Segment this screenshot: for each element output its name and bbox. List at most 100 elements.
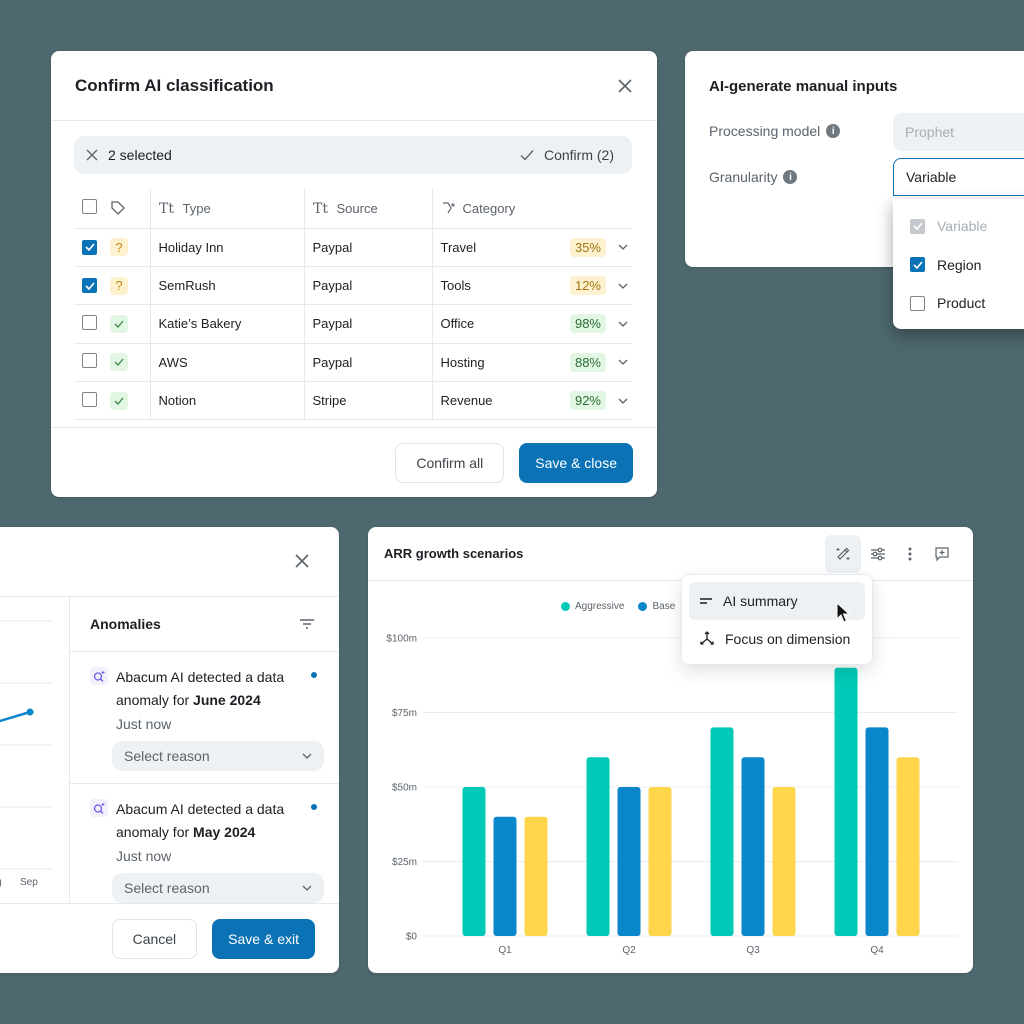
bar[interactable] (524, 816, 548, 936)
table-row[interactable]: Katie’s Bakery Paypal Office 98% (74, 304, 632, 344)
chevron-down-icon[interactable] (618, 321, 628, 327)
processing-model-label-row: Processing model i (709, 123, 841, 139)
source-cell: Stripe (304, 381, 433, 421)
menu-item-ai-summary[interactable]: AI summary (689, 582, 865, 620)
info-icon[interactable]: i (783, 170, 798, 184)
bar[interactable] (648, 787, 672, 936)
info-icon[interactable]: i (826, 124, 841, 138)
chevron-down-icon[interactable] (618, 398, 628, 404)
column-header-type[interactable]: Type (182, 200, 211, 216)
dimension-arrows-icon (699, 631, 715, 647)
bar[interactable] (741, 757, 765, 936)
selection-bar: 2 selected Confirm (2) (74, 136, 632, 174)
select-reason-dropdown[interactable]: Select reason (112, 741, 324, 771)
ai-actions-menu: AI summary Focus on dimension (681, 574, 873, 665)
option-label: Variable (937, 218, 988, 235)
anomaly-item[interactable]: Abacum AI detected a data anomaly for Ju… (70, 652, 339, 784)
dialog-title: Confirm AI classification (75, 75, 274, 95)
granularity-label: Granularity (709, 169, 778, 185)
category-cell: Office (440, 316, 475, 332)
chevron-down-icon[interactable] (618, 283, 628, 289)
anomaly-period: May 2024 (193, 824, 256, 840)
dialog-header: Confirm AI classification (51, 51, 657, 121)
confirmed-status-icon (110, 391, 128, 410)
bar[interactable] (834, 667, 858, 936)
source-cell: Paypal (304, 266, 433, 306)
select-placeholder: Select reason (124, 748, 210, 764)
anomalies-header: Anomalies (70, 597, 339, 652)
option-region[interactable]: Region (893, 246, 1024, 285)
menu-item-focus-dimension[interactable]: Focus on dimension (689, 620, 865, 658)
tag-icon (110, 200, 150, 216)
cancel-button[interactable]: Cancel (111, 918, 198, 959)
arr-chart-card: ARR growth scenarios Aggressive Base $0 $… (368, 527, 973, 973)
bar[interactable] (493, 816, 517, 936)
checkbox-disabled (910, 218, 925, 234)
sliders-icon[interactable] (863, 539, 893, 569)
dialog-footer: Cancel Save & exit (0, 903, 339, 973)
anomaly-timestamp: Just now (116, 716, 172, 732)
table-row[interactable]: Notion Stripe Revenue 92% (74, 381, 632, 421)
table-row[interactable]: AWS Paypal Hosting 88% (74, 343, 632, 383)
uncertain-status-icon: ? (110, 238, 128, 257)
row-checkbox[interactable] (82, 278, 97, 294)
row-checkbox[interactable] (82, 391, 97, 407)
bar[interactable] (772, 787, 796, 936)
bar[interactable] (586, 757, 610, 936)
option-label: Region (937, 256, 982, 273)
row-checkbox[interactable] (82, 239, 97, 255)
category-cell: Tools (440, 278, 471, 294)
check-icon (520, 149, 534, 161)
legend-item[interactable]: Aggressive (561, 601, 624, 612)
bar[interactable] (865, 727, 889, 936)
save-exit-button[interactable]: Save & exit (212, 918, 315, 959)
confirm-selected-label: Confirm (2) (543, 147, 614, 163)
add-comment-icon[interactable] (927, 539, 957, 569)
confirm-all-button[interactable]: Confirm all (395, 442, 505, 483)
confirm-selected-button[interactable]: Confirm (2) (520, 147, 614, 163)
bar[interactable] (710, 727, 734, 936)
chevron-down-icon[interactable] (618, 244, 628, 251)
save-close-button[interactable]: Save & close (519, 442, 633, 483)
bar[interactable] (462, 787, 486, 936)
filter-icon[interactable] (299, 618, 315, 630)
option-product[interactable]: Product (893, 284, 1024, 323)
checkbox-unchecked[interactable] (910, 295, 925, 311)
ai-search-icon (90, 799, 108, 817)
panel-title: AI-generate manual inputs (709, 78, 898, 95)
svg-text:$50m: $50m (392, 783, 417, 794)
granularity-label-row: Granularity i (709, 169, 798, 185)
text-type-icon: Tt (159, 201, 177, 215)
bar[interactable] (617, 787, 641, 936)
close-icon[interactable] (617, 78, 633, 94)
bar[interactable] (896, 757, 920, 936)
column-header-source[interactable]: Source (336, 200, 378, 216)
processing-model-input[interactable]: Prophet (893, 113, 1024, 151)
checkbox-checked[interactable] (910, 257, 925, 273)
row-checkbox[interactable] (82, 353, 97, 369)
chevron-down-icon[interactable] (618, 359, 628, 366)
select-reason-dropdown[interactable]: Select reason (112, 873, 324, 903)
option-label: Product (937, 295, 986, 312)
chart-legend: Aggressive Base (561, 601, 675, 612)
table-row[interactable]: ? Holiday Inn Paypal Travel 35% (74, 228, 632, 267)
ai-magic-wand-button[interactable] (825, 534, 861, 573)
select-all-checkbox[interactable] (82, 199, 97, 215)
option-variable: Variable (893, 207, 1024, 246)
summary-lines-icon (699, 597, 713, 605)
row-checkbox[interactable] (82, 314, 97, 330)
anomaly-message: Abacum AI detected a data anomaly for Ma… (116, 801, 285, 840)
svg-text:$25m: $25m (392, 857, 417, 868)
legend-item[interactable]: Base (638, 601, 675, 612)
table-row[interactable]: ? SemRush Paypal Tools 12% (74, 266, 632, 306)
menu-item-label: AI summary (723, 593, 798, 609)
close-icon[interactable] (294, 553, 310, 569)
menu-item-label: Focus on dimension (725, 631, 851, 647)
clear-selection-icon[interactable] (86, 149, 98, 161)
unread-indicator (311, 672, 317, 678)
anomaly-item[interactable]: Abacum AI detected a data anomaly for Ma… (70, 784, 339, 903)
more-vertical-icon[interactable] (895, 539, 925, 569)
granularity-select[interactable]: Variable (893, 158, 1024, 196)
chart-title: ARR growth scenarios (384, 546, 524, 561)
column-header-category[interactable]: Category (462, 200, 516, 216)
